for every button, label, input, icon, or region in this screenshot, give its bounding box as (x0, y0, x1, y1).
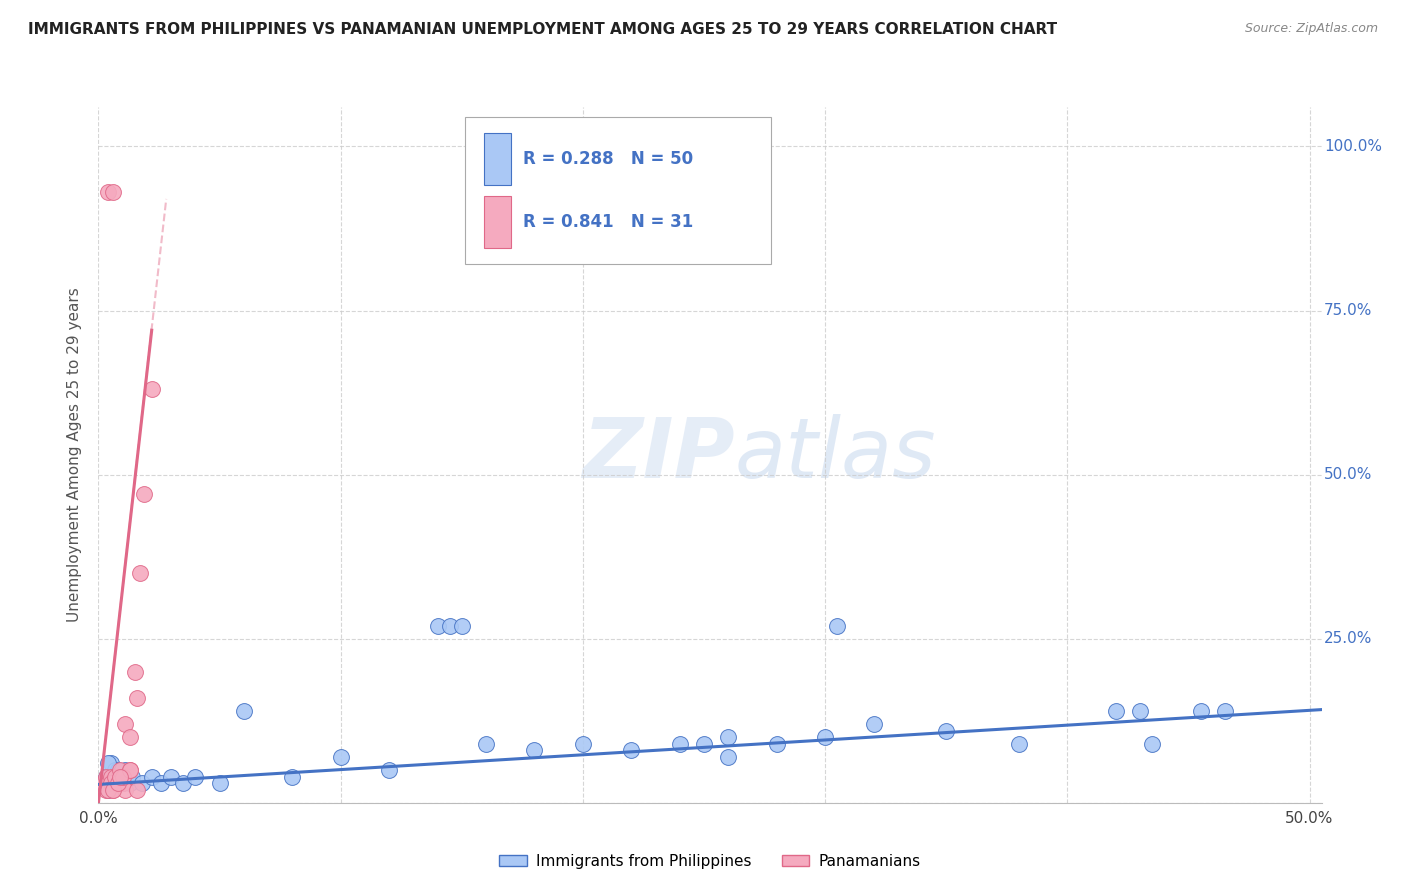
Point (111, 770, 134, 784)
Point (475, 737, 498, 751)
Point (107, 776, 129, 790)
Point (118, 763, 141, 777)
Point (1105, 704, 1128, 718)
Point (101, 186, 124, 200)
Text: R = 0.288   N = 50: R = 0.288 N = 50 (523, 150, 693, 169)
Point (208, 776, 231, 790)
Point (378, 763, 401, 777)
Point (94, 782, 117, 797)
Point (450, 618, 472, 632)
Point (110, 770, 132, 784)
Point (97, 776, 120, 790)
Point (184, 770, 207, 784)
Point (127, 782, 149, 797)
Point (1213, 704, 1236, 718)
Point (101, 770, 124, 784)
Point (620, 743, 643, 757)
Point (765, 737, 787, 751)
Point (97, 782, 120, 797)
Point (114, 782, 136, 797)
Point (101, 782, 124, 797)
Text: 75.0%: 75.0% (1324, 303, 1372, 318)
Point (94, 770, 117, 784)
Point (111, 776, 134, 790)
Text: ZIP: ZIP (582, 415, 734, 495)
Text: 25.0%: 25.0% (1324, 632, 1372, 646)
Point (1189, 704, 1212, 718)
Y-axis label: Unemployment Among Ages 25 to 29 years: Unemployment Among Ages 25 to 29 years (67, 287, 83, 623)
Point (523, 743, 546, 757)
Point (572, 737, 595, 751)
Point (114, 763, 136, 777)
Point (693, 737, 716, 751)
Point (150, 776, 173, 790)
Point (100, 756, 122, 771)
Point (117, 770, 139, 784)
Point (717, 749, 740, 764)
Point (110, 770, 132, 784)
Point (232, 704, 254, 718)
Text: R = 0.841   N = 31: R = 0.841 N = 31 (523, 213, 693, 231)
Point (131, 776, 153, 790)
Point (110, 763, 132, 777)
Point (134, 487, 156, 501)
Point (107, 776, 129, 790)
Point (97, 756, 120, 771)
Point (172, 776, 194, 790)
Point (94, 770, 117, 784)
Point (114, 717, 136, 731)
Text: atlas: atlas (734, 415, 936, 495)
Point (281, 770, 304, 784)
Point (118, 776, 141, 790)
Point (91, 776, 114, 790)
Text: Source: ZipAtlas.com: Source: ZipAtlas.com (1244, 22, 1378, 36)
Point (111, 776, 134, 790)
Point (104, 770, 127, 784)
Point (127, 690, 149, 705)
Point (426, 618, 449, 632)
Point (160, 770, 183, 784)
Legend: Immigrants from Philippines, Panamanians: Immigrants from Philippines, Panamanians (494, 848, 927, 875)
Point (668, 737, 690, 751)
Point (111, 770, 134, 784)
Point (101, 782, 124, 797)
Point (1008, 737, 1031, 751)
Point (124, 665, 146, 679)
Point (118, 763, 141, 777)
Point (1129, 704, 1152, 718)
Point (110, 776, 132, 790)
Point (107, 770, 129, 784)
FancyBboxPatch shape (465, 118, 772, 263)
Point (141, 770, 163, 784)
Point (439, 618, 461, 632)
Point (141, 382, 163, 396)
Point (1140, 737, 1163, 751)
Point (128, 566, 150, 580)
Point (118, 730, 141, 744)
Point (104, 776, 127, 790)
Point (814, 730, 837, 744)
Point (97, 186, 120, 200)
Point (104, 770, 127, 784)
Point (101, 776, 124, 790)
Point (862, 717, 884, 731)
Bar (484, 133, 510, 186)
Text: 50.0%: 50.0% (1324, 467, 1372, 482)
Point (97, 782, 120, 797)
Point (935, 723, 957, 738)
Point (329, 749, 352, 764)
Text: IMMIGRANTS FROM PHILIPPINES VS PANAMANIAN UNEMPLOYMENT AMONG AGES 25 TO 29 YEARS: IMMIGRANTS FROM PHILIPPINES VS PANAMANIA… (28, 22, 1057, 37)
Point (121, 770, 143, 784)
Point (825, 618, 848, 632)
Point (717, 730, 740, 744)
Bar (484, 195, 510, 248)
Point (107, 763, 129, 777)
Point (100, 770, 122, 784)
Text: 100.0%: 100.0% (1324, 139, 1382, 154)
Point (104, 763, 127, 777)
Point (100, 776, 122, 790)
